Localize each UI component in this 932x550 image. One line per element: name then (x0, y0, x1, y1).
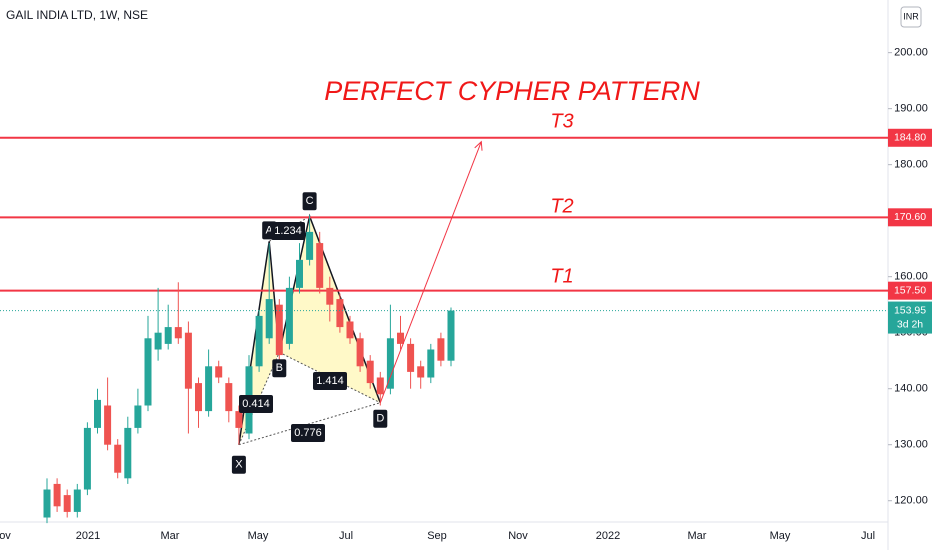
x-tick-label: 2022 (596, 530, 620, 542)
candle-body (316, 243, 324, 288)
candle-body (366, 360, 374, 384)
price-tag-label: 184.80 (894, 132, 926, 144)
price-tag (888, 281, 932, 300)
x-tick-label: May (248, 530, 269, 542)
candle-body (53, 483, 61, 507)
candle-body (346, 321, 354, 339)
y-tick-label: 130.00 (894, 439, 928, 451)
candle-body (306, 231, 314, 260)
candle-body (437, 338, 445, 361)
price-tag-label: 170.60 (894, 211, 926, 223)
candle-body (417, 366, 425, 378)
arrow-head (474, 140, 483, 151)
pattern-point-box (373, 409, 388, 428)
candle-body (174, 327, 182, 339)
x-tick-label: Mar (161, 530, 180, 542)
candle-body (255, 315, 263, 367)
current-price-label: 153.95 (894, 304, 926, 316)
candle-body (296, 259, 303, 288)
candle-body (336, 299, 344, 328)
candle-body (63, 495, 71, 512)
x-tick-label: ov (0, 530, 11, 542)
candle-body (83, 427, 91, 490)
candle-body (356, 338, 364, 367)
candle-body (326, 287, 334, 305)
pattern-ratio-line (238, 402, 381, 446)
ratio-label: 0.414 (242, 398, 270, 410)
y-tick-label: 160.00 (894, 271, 928, 283)
ratio-label: 0.776 (294, 427, 322, 439)
candle-body (225, 383, 233, 412)
projection-arrow (379, 141, 482, 403)
countdown-label: 3d 2h (897, 318, 923, 330)
pattern-point-box (231, 455, 246, 474)
candle-body (205, 366, 213, 412)
y-tick-label: 120.00 (894, 495, 928, 507)
candle-body (427, 349, 435, 378)
currency-label: INR (903, 11, 919, 21)
ratio-box (271, 222, 305, 240)
candle-body (73, 489, 81, 512)
candle-body (164, 327, 172, 344)
target-name: T1 (550, 265, 573, 287)
candle-body (94, 399, 101, 428)
candle-body (124, 427, 132, 479)
candle-body (235, 411, 243, 428)
candle-body (376, 377, 384, 395)
price-tag-label: 157.50 (894, 284, 926, 296)
x-tick-label: May (770, 530, 791, 542)
y-tick-label: 200.00 (894, 47, 928, 59)
pattern-point-box (302, 192, 317, 211)
ratio-box (291, 424, 325, 442)
currency-badge[interactable] (900, 6, 922, 28)
x-tick-label: Nov (508, 530, 528, 542)
x-tick-label: Mar (688, 530, 707, 542)
y-tick-label: 140.00 (894, 383, 928, 395)
y-tick-label: 180.00 (894, 159, 928, 171)
chart-title: PERFECT CYPHER PATTERN (324, 76, 700, 106)
candle-body (195, 383, 202, 412)
target-name: T2 (550, 195, 573, 217)
candle-body (447, 310, 455, 361)
candle-body (215, 366, 223, 378)
pattern-point-label: D (376, 413, 384, 425)
price-tag (888, 128, 932, 147)
candle-body (104, 405, 112, 445)
candle-body (184, 332, 192, 389)
price-tag (888, 208, 932, 227)
candle-body (397, 332, 404, 344)
candle-body (43, 489, 51, 518)
candle-body (134, 405, 142, 428)
candle-body (285, 287, 293, 344)
ratio-box (239, 395, 273, 413)
candle-body (407, 343, 415, 372)
pattern-point-label: C (306, 195, 314, 207)
ratio-label: 1.414 (316, 375, 344, 387)
candle-body (144, 338, 152, 406)
x-tick-label: Jul (339, 530, 353, 542)
ratio-box (313, 372, 347, 390)
x-tick-label: Jul (861, 530, 875, 542)
pattern-point-label: A (266, 224, 274, 236)
symbol-header: GAIL INDIA LTD, 1W, NSE (6, 8, 148, 22)
target-name: T3 (550, 110, 573, 132)
candle-body (265, 299, 273, 339)
current-price-tag (888, 301, 932, 334)
candle-body (154, 332, 162, 350)
x-tick-label: 2021 (76, 530, 100, 542)
candle-body (275, 304, 283, 356)
y-tick-label: 190.00 (894, 103, 928, 115)
x-tick-label: Sep (427, 530, 447, 542)
candle-body (386, 338, 394, 389)
candle-body (114, 444, 122, 473)
pattern-point-box (272, 359, 287, 378)
pattern-point-label: B (276, 362, 283, 374)
pattern-point-label: X (235, 459, 243, 471)
ratio-label: 1.234 (274, 225, 302, 237)
